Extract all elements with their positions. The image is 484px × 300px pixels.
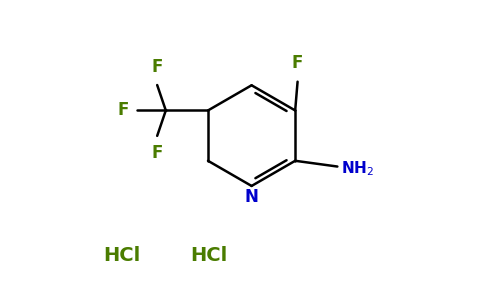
Text: F: F — [118, 101, 129, 119]
Text: HCl: HCl — [104, 246, 141, 265]
Text: NH$_2$: NH$_2$ — [341, 159, 374, 178]
Text: N: N — [244, 188, 258, 206]
Text: F: F — [292, 54, 303, 72]
Text: F: F — [151, 145, 163, 163]
Text: F: F — [151, 58, 163, 76]
Text: HCl: HCl — [190, 246, 227, 265]
